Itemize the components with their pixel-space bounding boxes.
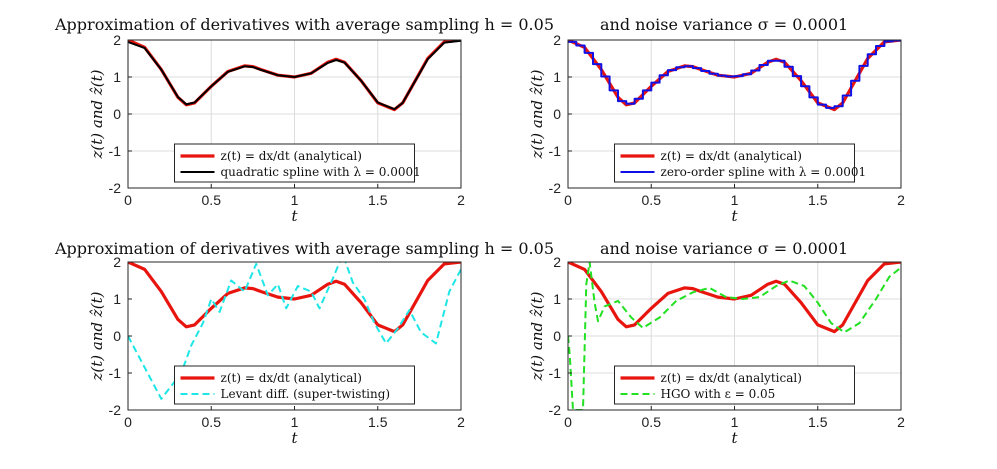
x-tick-label: 1.5	[808, 192, 828, 208]
y-tick-label: -2	[549, 180, 562, 196]
y-tick-label: 1	[113, 291, 121, 307]
y-tick-label: 2	[553, 254, 561, 270]
legend-box	[614, 143, 855, 183]
legend-label-1: quadratic spline with λ = 0.0001	[221, 165, 421, 179]
chart-panel-bottom-right: 0 0.5 1 1.5 2 -2 -1 0 1 2 t z(t) and ẑ(t) z(t) = dx/…	[528, 254, 905, 447]
y-tick-label: 0	[553, 328, 561, 344]
chart-panel-top-left: 0 0.5 1 1.5 2 -2 -1 0 1 2 t z(t) and ẑ(t) z(t) = dx/…	[88, 32, 465, 225]
x-axis-label: t	[291, 207, 298, 225]
series-group	[128, 262, 461, 400]
y-tick-label: -1	[109, 143, 122, 159]
y-tick-label: -1	[549, 143, 562, 159]
chart-panel-top-right: 0 0.5 1 1.5 2 -2 -1 0 1 2 t z(t) and ẑ(t) z(t) = dx/…	[528, 32, 905, 225]
y-tick-label: -1	[109, 365, 122, 381]
legend-label-0: z(t) = dx/dt (analytical)	[221, 371, 362, 385]
y-tick-label: 2	[113, 32, 121, 48]
legend-label-1: Levant diff. (super-twisting)	[221, 387, 391, 401]
x-tick-label: 0.5	[642, 414, 662, 430]
x-tick-label: 1.5	[368, 414, 388, 430]
legend-label-1: HGO with ε = 0.05	[661, 387, 776, 401]
title-row2-left: Approximation of derivatives with averag…	[54, 239, 554, 258]
x-tick-label: 2	[897, 192, 905, 208]
y-axis-label: z(t) and ẑ(t)	[528, 291, 546, 381]
x-tick-label: 2	[897, 414, 905, 430]
x-tick-label: 0.5	[202, 414, 222, 430]
y-tick-label: 0	[113, 328, 121, 344]
y-tick-label: 2	[553, 32, 561, 48]
y-tick-label: 2	[113, 254, 121, 270]
y-axis-label: z(t) and ẑ(t)	[88, 291, 106, 381]
x-tick-label: 0.5	[642, 192, 662, 208]
legend: z(t) = dx/dt (analytical) zero-order spli…	[614, 143, 867, 183]
series-line-0	[128, 262, 461, 334]
y-axis-label: z(t) and ẑ(t)	[528, 69, 546, 159]
y-tick-label: -2	[109, 402, 122, 418]
x-tick-label: 1	[731, 414, 739, 430]
title-row2-right: and noise variance σ = 0.0001	[600, 239, 848, 258]
series-group	[568, 40, 901, 112]
series-line-1	[568, 262, 901, 410]
x-tick-label: 1	[731, 192, 739, 208]
y-tick-label: 1	[553, 69, 561, 85]
series-line-1	[128, 262, 461, 400]
y-axis-label: z(t) and ẑ(t)	[88, 69, 106, 159]
legend-box	[614, 365, 855, 405]
x-axis-label: t	[291, 429, 298, 447]
series-line-1	[568, 40, 901, 109]
x-tick-label: 0	[124, 414, 132, 430]
legend-box	[174, 365, 415, 405]
legend-label-0: z(t) = dx/dt (analytical)	[221, 149, 362, 163]
legend: z(t) = dx/dt (analytical) quadratic splin…	[174, 143, 421, 183]
legend-label-1: zero-order spline with λ = 0.0001	[661, 165, 867, 179]
x-tick-label: 0.5	[202, 192, 222, 208]
legend-box	[174, 143, 415, 183]
y-tick-label: 1	[113, 69, 121, 85]
x-tick-label: 1	[291, 192, 299, 208]
x-tick-label: 0	[564, 414, 572, 430]
y-tick-label: -2	[549, 402, 562, 418]
x-tick-label: 1	[291, 414, 299, 430]
chart-panel-bottom-left: 0 0.5 1 1.5 2 -2 -1 0 1 2 t z(t) and ẑ(t) z(t) = dx/…	[88, 254, 465, 447]
x-tick-label: 2	[457, 414, 465, 430]
y-tick-label: 0	[553, 106, 561, 122]
x-tick-label: 2	[457, 192, 465, 208]
x-tick-label: 1.5	[368, 192, 388, 208]
x-axis-label: t	[731, 207, 738, 225]
series-group	[568, 262, 901, 410]
y-tick-label: 0	[113, 106, 121, 122]
series-group	[128, 40, 461, 112]
legend-label-0: z(t) = dx/dt (analytical)	[661, 149, 802, 163]
y-tick-label: -2	[109, 180, 122, 196]
series-line-1	[128, 40, 461, 111]
title-row1-left: Approximation of derivatives with averag…	[54, 15, 554, 34]
legend: z(t) = dx/dt (analytical) HGO with ε = 0.…	[614, 365, 855, 405]
x-tick-label: 0	[124, 192, 132, 208]
x-tick-label: 0	[564, 192, 572, 208]
title-row1-right: and noise variance σ = 0.0001	[600, 15, 848, 34]
x-tick-label: 1.5	[808, 414, 828, 430]
legend-label-0: z(t) = dx/dt (analytical)	[661, 371, 802, 385]
legend: z(t) = dx/dt (analytical) Levant diff. (s…	[174, 365, 415, 405]
y-tick-label: 1	[553, 291, 561, 307]
y-tick-label: -1	[549, 365, 562, 381]
x-axis-label: t	[731, 429, 738, 447]
